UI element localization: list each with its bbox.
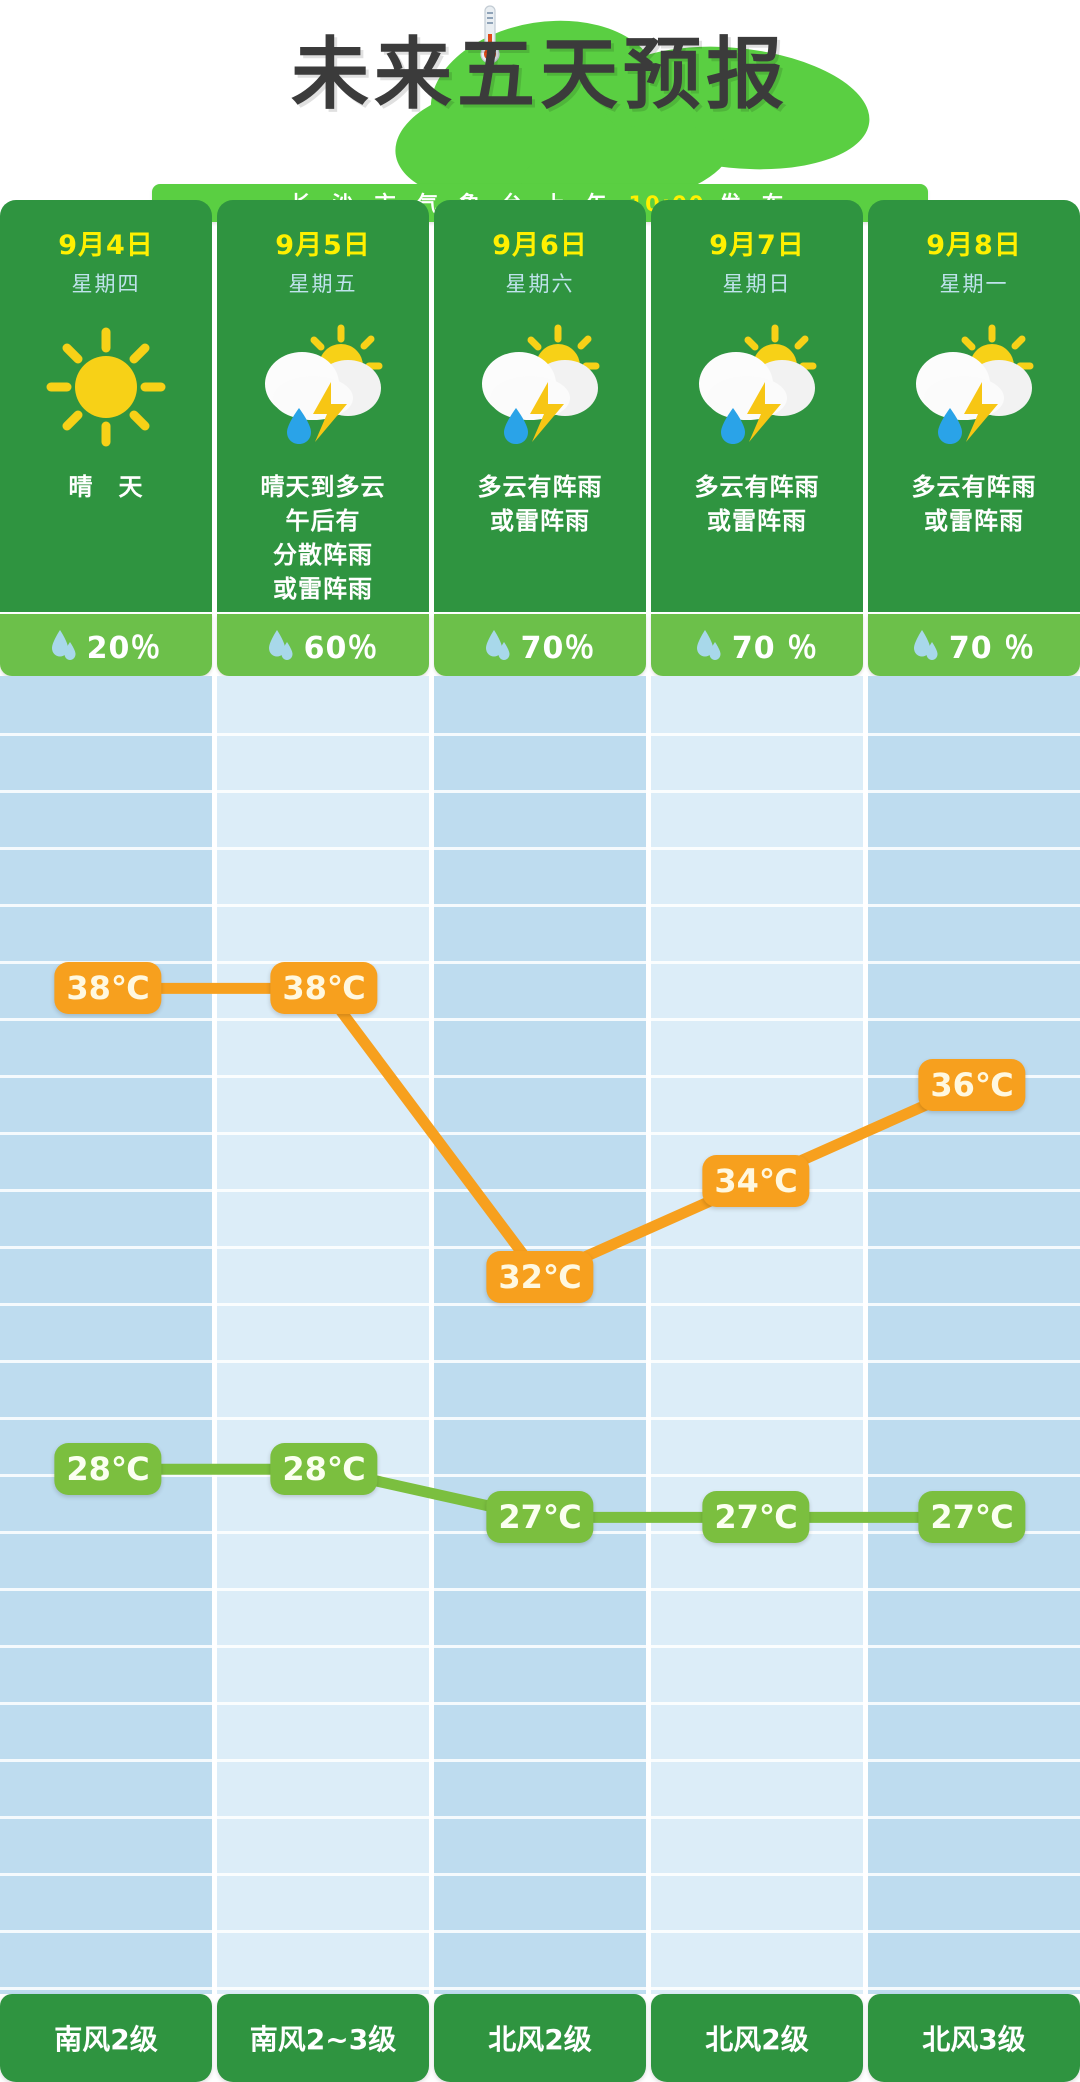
day-card[interactable]: 9月6日 星期六 多云有阵雨 或雷 — [434, 200, 646, 612]
precipitation-cell: 60％ — [217, 614, 429, 676]
precipitation-value: 70 ％ — [731, 631, 819, 666]
wind-value: 南风2级 — [54, 2023, 158, 2056]
thermometer-icon — [480, 5, 500, 64]
day-card[interactable]: 9月7日 星期日 多云有阵雨 或雷 — [651, 200, 863, 612]
temperature-chart: 38℃ 38℃ 32℃ 34℃ 36℃ 28℃ 28℃ 27℃ 27℃ 27℃ — [0, 676, 1080, 1994]
sun-cloud-thunder-rain-icon — [916, 324, 1034, 444]
low-temp-label: 27℃ — [486, 1491, 594, 1544]
day-description: 晴 天 — [68, 473, 144, 501]
sun-cloud-thunder-rain-icon — [482, 324, 600, 444]
wind-value: 北风2级 — [705, 2023, 809, 2056]
day-date: 9月4日 — [58, 230, 154, 261]
precipitation-row: 20％ 60％ 70％ 70 ％ — [0, 614, 1080, 676]
chart-column — [0, 676, 217, 1994]
day-weekday: 星期四 — [71, 272, 141, 296]
chart-column — [651, 676, 868, 1994]
weather-icon-wrap — [248, 322, 398, 452]
day-card[interactable]: 9月8日 星期一 多云有阵雨 或雷 — [868, 200, 1080, 612]
chart-column — [868, 676, 1080, 1994]
wind-cell: 南风2级 — [0, 1994, 212, 2082]
weather-icon-wrap — [465, 322, 615, 452]
wind-value: 北风2级 — [488, 2023, 592, 2056]
raindrop-icon — [696, 630, 721, 660]
day-description: 多云有阵雨 或雷阵雨 — [911, 473, 1037, 535]
chart-lines — [102, 982, 978, 1523]
weather-icon-wrap — [682, 322, 832, 452]
high-temp-label: 38℃ — [54, 962, 162, 1015]
raindrop-icon — [485, 630, 510, 660]
high-temp-label: 34℃ — [702, 1154, 810, 1207]
weather-icon-wrap — [899, 322, 1049, 452]
day-date: 9月5日 — [275, 230, 371, 261]
day-weekday: 星期日 — [722, 272, 792, 296]
raindrop-icon — [51, 630, 76, 660]
chart-columns — [0, 676, 1080, 1994]
day-card[interactable]: 9月4日 星期四 晴 天 — [0, 200, 212, 612]
precipitation-value: 70％ — [520, 631, 596, 666]
precipitation-value: 60％ — [303, 631, 379, 666]
wind-value: 北风3级 — [922, 2023, 1026, 2056]
precipitation-cell: 70 ％ — [868, 614, 1080, 676]
low-temp-label: 27℃ — [918, 1491, 1026, 1544]
precipitation-value: 20％ — [86, 631, 162, 666]
page-title: 未来五天预报 — [290, 30, 789, 120]
high-temp-line — [102, 982, 978, 1283]
wind-row: 南风2级 南风2~3级 北风2级 北风2级 北风3级 — [0, 1994, 1080, 2082]
low-temp-label: 28℃ — [270, 1443, 378, 1496]
day-card[interactable]: 9月5日 星期五 晴天到多云 午后 — [217, 200, 429, 612]
day-date: 9月6日 — [492, 230, 588, 261]
sun-cloud-thunder-rain-icon — [265, 324, 383, 444]
wind-cell: 南风2~3级 — [217, 1994, 429, 2082]
precipitation-cell: 20％ — [0, 614, 212, 676]
day-cards: 9月4日 星期四 晴 天 — [0, 200, 1080, 612]
precipitation-cell: 70％ — [434, 614, 646, 676]
wind-cell: 北风2级 — [651, 1994, 863, 2082]
day-description: 多云有阵雨 或雷阵雨 — [477, 473, 603, 535]
wind-value: 南风2~3级 — [249, 2023, 397, 2056]
sun-cloud-thunder-rain-icon — [699, 324, 817, 444]
wind-cell: 北风2级 — [434, 1994, 646, 2082]
header: 未来五天预报 — [0, 0, 1080, 224]
high-temp-label: 32℃ — [486, 1250, 594, 1303]
low-temp-label: 27℃ — [702, 1491, 810, 1544]
chart-column — [217, 676, 434, 1994]
high-temp-label: 36℃ — [918, 1058, 1026, 1111]
day-weekday: 星期六 — [505, 272, 575, 296]
day-date: 9月7日 — [709, 230, 805, 261]
day-description: 晴天到多云 午后有 分散阵雨 或雷阵雨 — [260, 473, 386, 603]
chart-column — [434, 676, 651, 1994]
precipitation-value: 70 ％ — [948, 631, 1036, 666]
low-temp-label: 28℃ — [54, 1443, 162, 1496]
day-description: 多云有阵雨 或雷阵雨 — [694, 473, 820, 535]
weather-icon-wrap — [31, 322, 181, 452]
precipitation-cell: 70 ％ — [651, 614, 863, 676]
raindrop-icon — [268, 630, 293, 660]
sun-icon — [46, 327, 166, 447]
day-date: 9月8日 — [926, 230, 1022, 261]
high-temp-label: 38℃ — [270, 962, 378, 1015]
wind-cell: 北风3级 — [868, 1994, 1080, 2082]
day-weekday: 星期五 — [288, 272, 358, 296]
day-weekday: 星期一 — [939, 272, 1009, 296]
raindrop-icon — [913, 630, 938, 660]
